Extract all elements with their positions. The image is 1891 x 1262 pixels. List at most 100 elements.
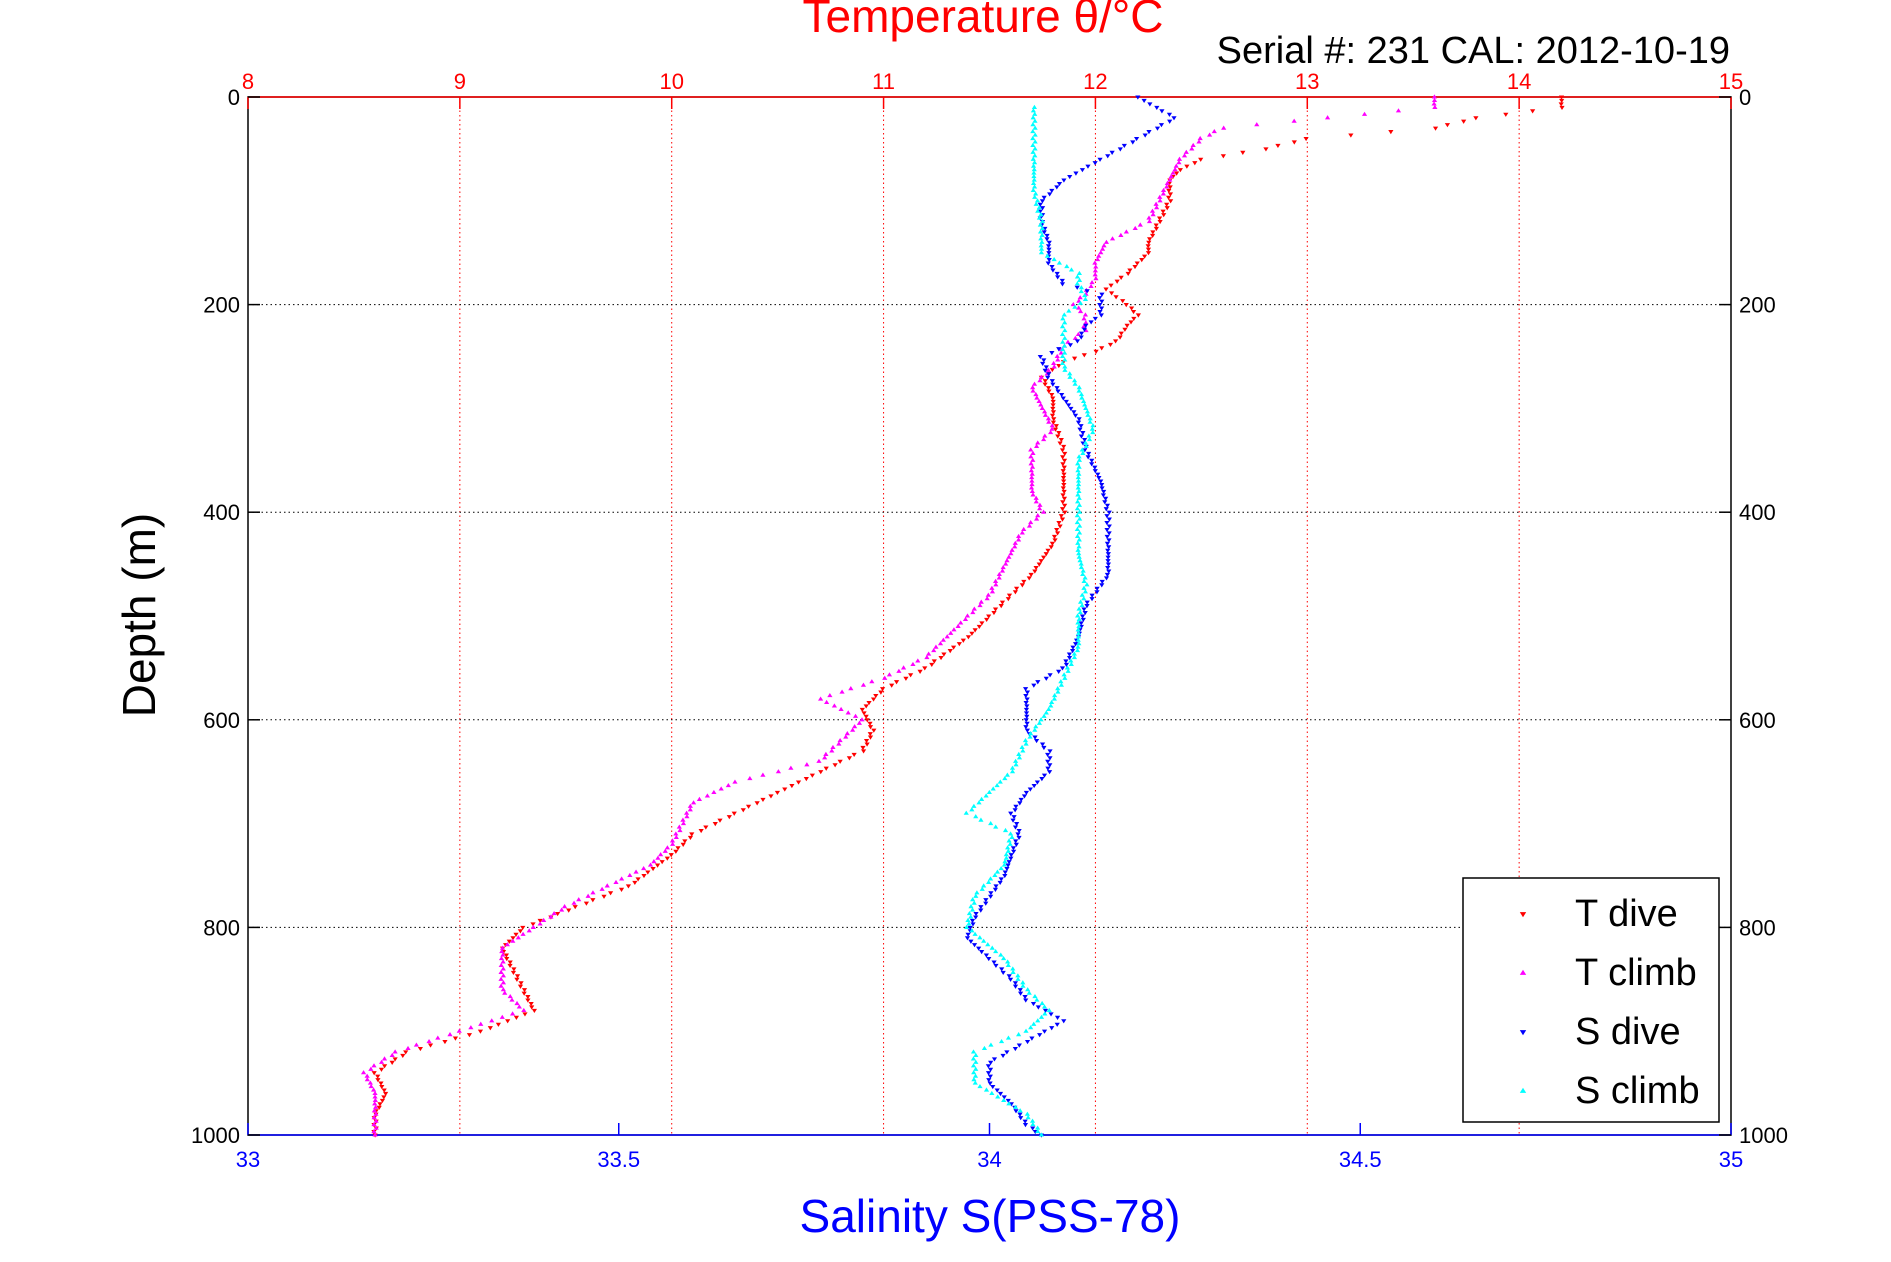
data-point [1092,469,1098,474]
data-point [526,928,532,933]
data-point [1049,413,1056,418]
data-point [1016,751,1022,756]
salinity-tick-label: 33 [236,1147,260,1172]
data-point [910,661,916,666]
data-point [976,800,982,805]
data-point [1061,343,1068,348]
data-point [1192,161,1198,166]
data-point [941,652,947,657]
data-point [969,807,975,812]
data-point [1064,665,1071,670]
data-point [951,627,957,632]
data-point [1061,489,1067,495]
data-point [1045,244,1052,249]
data-point [867,721,873,726]
data-point [1558,102,1564,107]
data-point [983,1087,990,1092]
data-point [1095,257,1101,262]
data-point [1132,225,1138,231]
data-point [1035,1125,1041,1130]
data-point [1076,606,1082,611]
data-point [1075,485,1081,490]
data-point [1039,218,1046,224]
data-point [529,1005,535,1010]
data-point [747,776,753,781]
depth-tick-label-right: 400 [1739,500,1776,525]
data-point [1012,758,1019,763]
data-point [1031,683,1037,688]
data-point [978,905,984,910]
data-point [1157,198,1163,203]
data-point [844,731,850,736]
data-point [972,628,978,633]
data-point [1099,583,1105,588]
data-point [1025,987,1031,992]
data-point [1030,156,1036,161]
data-point [1106,510,1112,515]
data-point [1008,551,1014,556]
data-point [1145,251,1152,256]
data-point [1060,316,1066,321]
data-point [1010,846,1017,851]
data-point [987,876,994,881]
depth-tick-label-left: 400 [203,500,240,525]
data-point [1146,130,1152,135]
data-point [1089,426,1095,431]
data-point [1050,268,1056,273]
data-point [1059,666,1066,671]
depth-tick-label-right: 200 [1739,293,1776,318]
data-point [1051,696,1057,701]
legend-label: T climb [1575,952,1697,994]
data-point [1051,534,1058,540]
data-point [1030,450,1036,455]
series-s-climb [963,104,1096,1137]
data-point [1050,403,1056,408]
data-point [1066,652,1073,657]
data-point [789,783,795,789]
data-point [1061,1019,1067,1024]
data-point [426,1038,432,1044]
data-point [978,796,985,801]
data-point [818,696,824,701]
data-point [1001,862,1007,867]
data-point [823,766,829,771]
data-point [944,634,950,639]
data-point [1088,283,1094,288]
data-point [506,939,512,944]
data-point [1080,450,1086,455]
data-point [509,1011,516,1016]
data-point [1027,734,1033,739]
data-point [1080,571,1086,577]
data-point [517,929,523,934]
data-point [1134,261,1140,266]
data-point [1092,272,1098,277]
data-point [1128,306,1135,311]
data-point [1207,132,1213,137]
legend-item: T climb [1519,952,1697,994]
data-point [572,905,578,910]
data-point [903,676,909,681]
data-point [1011,815,1017,820]
data-point [1089,597,1095,602]
data-point [1085,164,1091,169]
data-point [1076,495,1082,500]
data-point [1004,558,1010,563]
data-point [1081,324,1087,329]
temperature-tick-label: 12 [1083,69,1107,94]
data-point [1030,163,1037,168]
data-point [1030,187,1036,192]
data-point [867,732,873,737]
data-point [1139,258,1145,263]
data-point [668,853,674,858]
data-point [1074,274,1081,279]
legend-marker [1519,1087,1527,1093]
data-point [1032,994,1038,999]
data-point [1100,493,1107,498]
data-point [1003,561,1009,566]
data-point [970,922,976,927]
data-point [1038,717,1044,722]
data-point [998,1038,1005,1044]
data-point [1164,184,1170,189]
data-point [940,637,946,642]
data-point [500,980,507,985]
